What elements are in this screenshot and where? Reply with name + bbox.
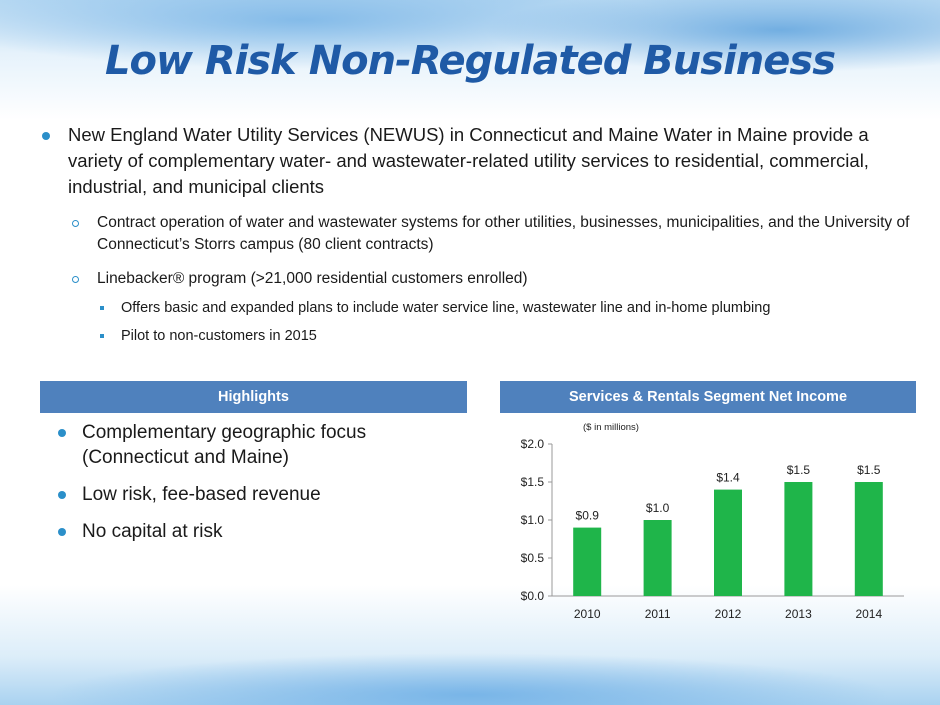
- bar-2011: [643, 520, 672, 596]
- chart-header: Services & Rentals Segment Net Income: [500, 381, 916, 413]
- highlight-item: No capital at risk: [56, 519, 456, 544]
- bullet-dot-icon: [58, 528, 66, 536]
- x-tick-label-2014: 2014: [855, 607, 882, 621]
- water-splash-top-decoration: [0, 0, 940, 120]
- highlight-text: No capital at risk: [82, 521, 223, 542]
- sub-sub-bullet-text: Offers basic and expanded plans to inclu…: [121, 300, 771, 316]
- data-label-2012: $1.4: [716, 471, 740, 485]
- sub-sub-bullet-text: Pilot to non-customers in 2015: [121, 328, 317, 344]
- net-income-chart: ($ in millions) $0.0 $0.5 $1.0 $1.5 $2.0 $0.9…: [500, 414, 916, 634]
- ring-bullet-icon: [72, 220, 79, 227]
- sub-sub-bullet: Pilot to non-customers in 2015: [40, 326, 920, 346]
- y-tick-label: $2.0: [521, 437, 545, 451]
- bar-2014: [854, 482, 883, 596]
- main-bullet-text: New England Water Utility Services (NEWU…: [68, 124, 869, 197]
- sub-bullet: Contract operation of water and wastewat…: [40, 212, 920, 256]
- ring-bullet-icon: [72, 276, 79, 283]
- sub-bullet-text: Contract operation of water and wastewat…: [97, 214, 910, 253]
- data-label-2013: $1.5: [787, 463, 811, 477]
- highlight-item: Complementary geographic focus (Connecti…: [56, 420, 456, 470]
- y-tick-label: $0.0: [521, 589, 545, 603]
- main-bullet: New England Water Utility Services (NEWU…: [40, 122, 920, 200]
- sub-bullet: Linebacker® program (>21,000 residential…: [40, 268, 920, 290]
- x-tick-label-2012: 2012: [715, 607, 742, 621]
- sub-bullet-text: Linebacker® program (>21,000 residential…: [97, 270, 528, 287]
- data-label-2014: $1.5: [857, 463, 881, 477]
- unit-note: ($ in millions): [583, 422, 639, 433]
- net-income-chart-svg: ($ in millions) $0.0 $0.5 $1.0 $1.5 $2.0 $0.9…: [521, 422, 904, 621]
- bar-2013: [784, 482, 813, 596]
- highlight-text: Complementary geographic focus (Connecti…: [82, 422, 367, 468]
- x-tick-label-2010: 2010: [574, 607, 601, 621]
- water-splash-bottom-decoration: [0, 585, 940, 705]
- highlights-header: Highlights: [40, 381, 467, 413]
- bullet-dot-icon: [42, 132, 50, 140]
- slide-title: Low Risk Non-Regulated Business: [105, 38, 836, 84]
- y-tick-label: $1.0: [521, 513, 545, 527]
- y-tick-label: $1.5: [521, 475, 545, 489]
- square-bullet-icon: [100, 334, 104, 338]
- data-label-2011: $1.0: [646, 501, 670, 515]
- highlight-item: Low risk, fee-based revenue: [56, 482, 456, 507]
- main-bullet-list: New England Water Utility Services (NEWU…: [40, 122, 920, 346]
- highlights-list: Complementary geographic focus (Connecti…: [56, 420, 456, 556]
- bar-2010: [573, 527, 602, 596]
- x-tick-label-2013: 2013: [785, 607, 812, 621]
- square-bullet-icon: [100, 306, 104, 310]
- y-tick-label: $0.5: [521, 551, 545, 565]
- highlight-text: Low risk, fee-based revenue: [82, 484, 321, 505]
- sub-sub-bullet: Offers basic and expanded plans to inclu…: [40, 298, 920, 318]
- bullet-dot-icon: [58, 429, 66, 437]
- x-tick-label-2011: 2011: [645, 607, 671, 621]
- data-label-2010: $0.9: [576, 509, 600, 523]
- bar-2012: [714, 489, 742, 596]
- bullet-dot-icon: [58, 491, 66, 499]
